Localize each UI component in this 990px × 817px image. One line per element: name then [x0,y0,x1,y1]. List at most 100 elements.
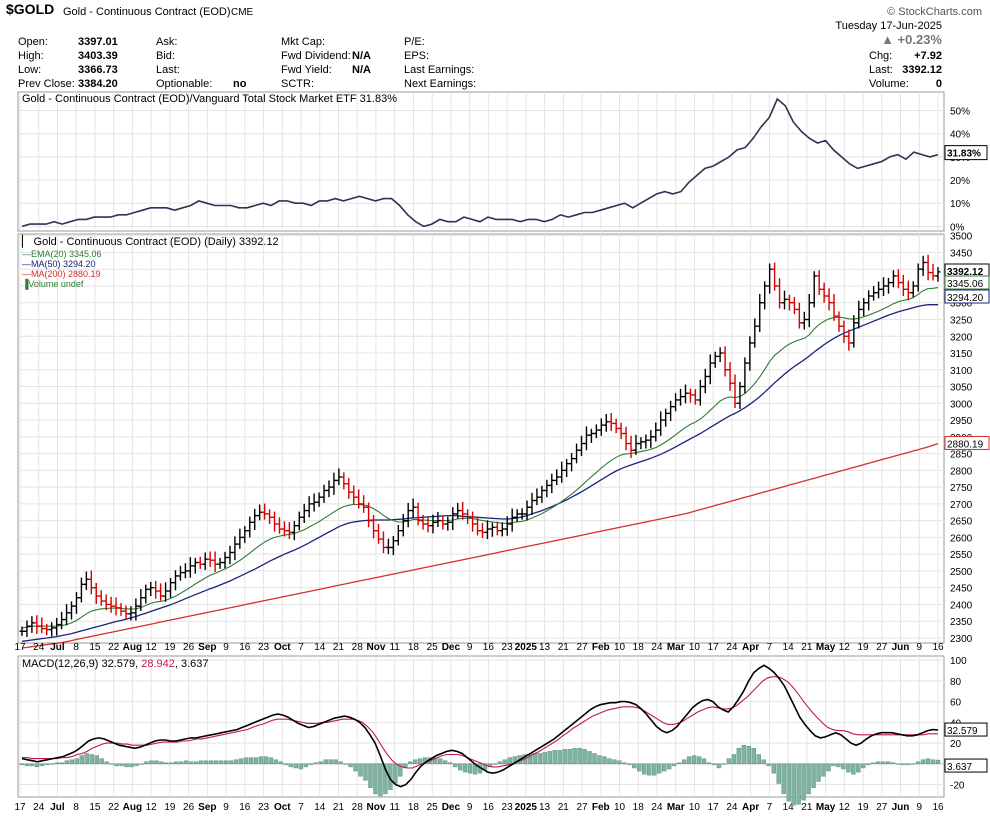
price-last-label-box [944,289,990,304]
macd-histogram-bar [213,760,219,765]
xaxis-tick-label: Oct [274,642,291,653]
price-ytick-label: 2350 [950,617,973,628]
xaxis-tick-label: 8 [73,802,79,813]
macd-histogram-bar [886,761,891,765]
macd-histogram-bar [552,750,557,765]
macd-histogram-bar [622,762,627,765]
macd-ytick-label: 80 [950,677,962,688]
price-ytick-label: 2850 [950,450,973,461]
macd-histogram-bar [751,748,756,765]
price-ytick-label: 3250 [950,315,973,326]
macd-histogram-bar [174,761,179,765]
xaxis-tick-label: Feb [592,802,610,813]
macd-histogram-bar [895,763,901,765]
next-earnings-label: Next Earnings: [404,78,477,90]
macd-histogram-bar [676,762,682,765]
macd-histogram-bar [915,761,921,765]
macd-histogram-bar [54,762,60,765]
macd-histogram-bar [502,759,508,765]
xaxis-tick-label: 24 [726,642,738,653]
chg-value: +7.92 [914,50,942,62]
macd-histogram-bar [24,763,30,767]
xaxis-tick-label: 18 [633,802,645,813]
macd-histogram-bar [681,759,687,765]
ma200-line [21,442,939,649]
macd-histogram-bar [642,763,647,775]
xaxis-tick-label: Dec [442,802,461,813]
price-last-label: 3345.06 [947,279,984,290]
price-ytick-label: 3300 [950,299,973,310]
macd-histogram-bar [204,760,209,765]
price-ytick-label: 2550 [950,550,973,561]
macd-histogram-bar [393,763,398,784]
macd-histogram-bar [84,753,89,765]
price-legend-item: —EMA(20) 3345.06 [22,249,102,259]
macd-histogram-bar [637,763,642,772]
macd-histogram-bar [223,760,229,765]
low-label: Low: [18,64,42,76]
macd-histogram-bar [836,763,841,768]
macd-histogram-bar [776,763,781,784]
ask-label: Ask: [156,36,178,48]
xaxis-tick-label: 8 [73,642,79,653]
price-panel [17,233,945,644]
macd-histogram-bar [348,763,353,768]
macd-histogram-bar [881,761,886,765]
macd-histogram-bar [846,763,851,773]
macd-histogram-bar [891,762,896,765]
macd-histogram-bar [64,760,69,765]
macd-histogram-bar [826,763,831,772]
macd-histogram-bar [657,763,662,774]
xaxis-tick-label: 18 [408,802,420,813]
price-ytick-label: 2650 [950,517,973,528]
macd-histogram-bar [179,761,184,765]
macd-signal-line [22,676,938,769]
xaxis-tick-label: 22 [108,642,120,653]
mktcap-label: Mkt Cap: [281,36,326,48]
exchange-label: CME [231,7,254,18]
macd-histogram-bar [433,757,438,765]
low-value: 3366.73 [78,64,118,76]
macd-histogram-bar [333,759,338,765]
ratio-series-line [21,97,939,228]
macd-histogram-bar [801,763,806,801]
macd-histogram-bar [537,753,542,765]
price-last-label-box [944,275,990,290]
symbol-label: $GOLD [6,1,55,17]
xaxis-tick-label: 12 [146,642,158,653]
ratio-last-label-box [944,145,988,161]
macd-line [21,664,939,788]
stockcharts-logo[interactable]: © StockCharts.com [887,6,982,18]
macd-histogram-bar [303,763,308,768]
macd-histogram-bar [208,760,214,765]
volume-value: 0 [935,78,942,90]
fwd-yield-label: Fwd Yield: [281,64,332,76]
macd-histogram-bar [532,753,537,765]
price-last-label: 3392.12 [947,267,984,278]
macd-histogram-bar [731,754,737,765]
price-ytick-label: 3100 [950,366,973,377]
macd-histogram-bar [437,758,443,765]
macd-histogram-bar [278,761,284,765]
xaxis-tick-label: 28 [352,802,364,813]
xaxis-tick-label: Aug [123,802,142,813]
macd-histogram-bar [199,760,204,765]
xaxis-tick-label: 28 [352,642,364,653]
xaxis-tick-label: Jun [892,802,910,813]
price-ytick-label: 2950 [950,416,973,427]
pe-label: P/E: [404,36,425,48]
macd-histogram-bar [363,763,368,781]
macd-histogram-bar [856,763,861,773]
xaxis-tick-label: 11 [389,642,400,653]
macd-histogram-bar [662,763,667,772]
xaxis-tick-label: 10 [689,802,701,813]
macd-histogram-bar [557,750,562,765]
ema20-line [21,287,939,629]
macd-histogram-bar [652,763,657,776]
macd-histogram-bar [582,749,587,765]
macd-last-label: 3.637 [947,762,972,773]
macd-histogram-bar [408,761,413,765]
macd-histogram-bar [99,758,104,765]
macd-ytick-label: 100 [950,656,967,667]
xaxis-tick-label: 24 [651,802,663,813]
